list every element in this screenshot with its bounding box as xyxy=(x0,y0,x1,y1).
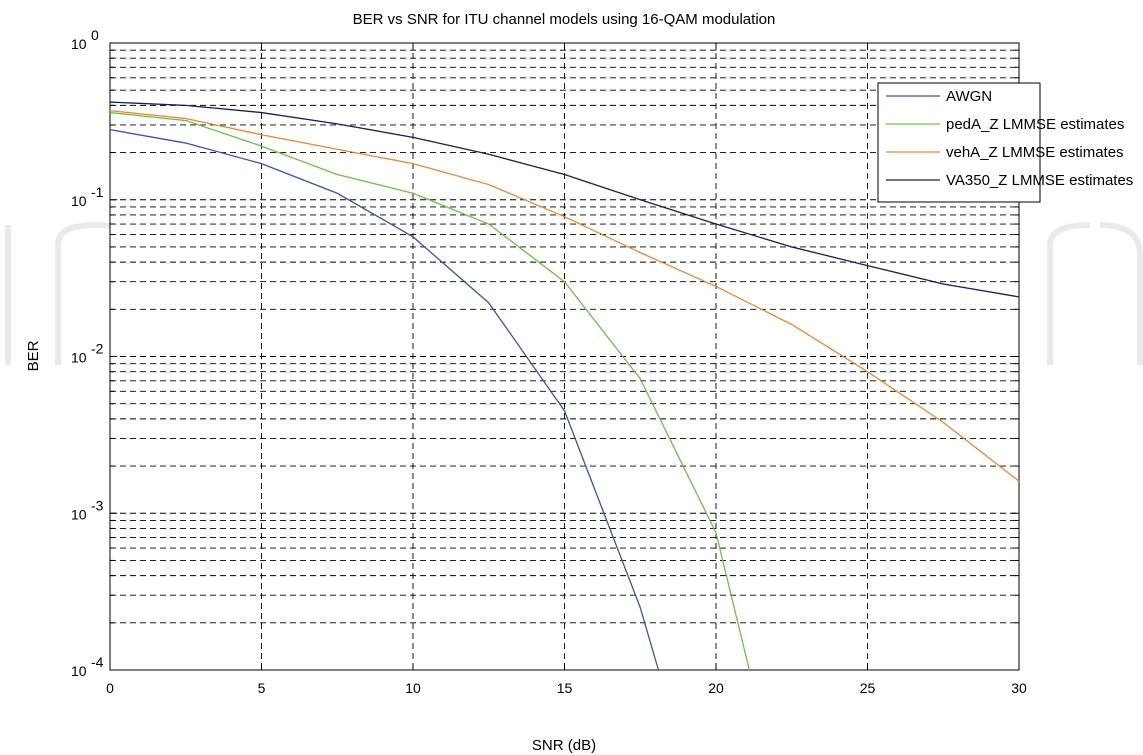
y-tick-label: 10-1 xyxy=(71,184,104,209)
x-tick-label: 15 xyxy=(557,680,573,696)
x-tick-label: 30 xyxy=(1011,680,1027,696)
y-tick-base: 10 xyxy=(71,193,87,209)
series-layer xyxy=(109,101,1020,671)
y-axis-title: BER xyxy=(25,340,42,371)
legend-label: VA350_Z LMMSE estimates xyxy=(946,172,1133,189)
series-line-peda-z-lmmse-estimates xyxy=(109,111,750,671)
legend-label: AWGN xyxy=(946,88,992,105)
x-tick-label: 10 xyxy=(405,680,421,696)
series-line-va350-z-lmmse-estimates xyxy=(109,101,1020,298)
y-tick-base: 10 xyxy=(71,350,87,366)
y-tick-label: 100 xyxy=(71,27,99,52)
x-tick-label: 25 xyxy=(860,680,876,696)
y-tick-exponent: -2 xyxy=(91,341,104,357)
x-tick-label: 0 xyxy=(106,680,114,696)
legend-label: pedA_Z LMMSE estimates xyxy=(946,116,1124,133)
y-tick-exponent: 0 xyxy=(91,27,99,43)
y-tick-exponent: -3 xyxy=(91,497,104,513)
y-tick-base: 10 xyxy=(71,506,87,522)
tick-marks xyxy=(109,43,1020,670)
legend: AWGN pedA_Z LMMSE estimates vehA_Z LMMSE e… xyxy=(877,82,1133,203)
x-axis-title: SNR (dB) xyxy=(532,737,596,754)
legend-label: vehA_Z LMMSE estimates xyxy=(946,144,1124,161)
grid-layer xyxy=(110,43,1019,670)
series-line-veha-z-lmmse-estimates xyxy=(109,110,1020,482)
x-tick-label: 5 xyxy=(258,680,266,696)
y-tick-exponent: -4 xyxy=(91,654,104,670)
legend-box xyxy=(877,82,1041,203)
series-line-awgn xyxy=(109,129,660,671)
x-tick-labels: 0 5 10 15 20 25 30 xyxy=(106,680,1027,696)
y-tick-label: 10-3 xyxy=(71,497,104,522)
y-tick-label: 10-4 xyxy=(71,654,104,679)
y-tick-exponent: -1 xyxy=(91,184,104,200)
y-tick-label: 10-2 xyxy=(71,341,104,366)
y-tick-base: 10 xyxy=(71,36,87,52)
y-tick-base: 10 xyxy=(71,663,87,679)
x-tick-label: 20 xyxy=(708,680,724,696)
chart-title: BER vs SNR for ITU channel models using … xyxy=(353,11,776,28)
